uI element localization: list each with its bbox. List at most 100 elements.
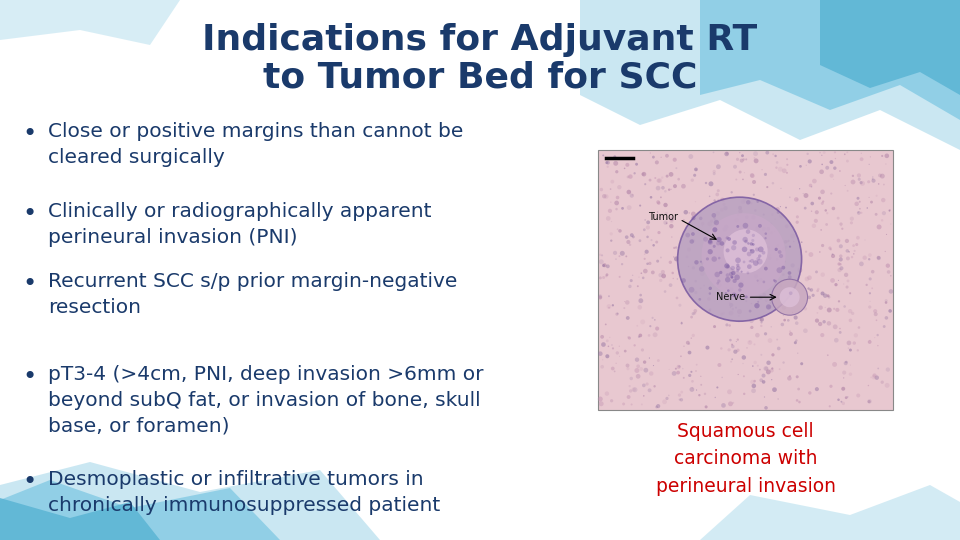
Circle shape bbox=[608, 295, 610, 297]
Circle shape bbox=[783, 301, 787, 306]
Circle shape bbox=[854, 201, 859, 206]
Circle shape bbox=[734, 218, 739, 222]
Circle shape bbox=[886, 264, 890, 268]
Circle shape bbox=[846, 160, 849, 163]
Circle shape bbox=[756, 364, 758, 367]
Circle shape bbox=[771, 367, 774, 369]
Polygon shape bbox=[700, 0, 960, 120]
Circle shape bbox=[826, 166, 829, 170]
Circle shape bbox=[745, 295, 748, 299]
Circle shape bbox=[881, 198, 885, 202]
Circle shape bbox=[635, 368, 639, 373]
Circle shape bbox=[623, 307, 625, 309]
Circle shape bbox=[673, 256, 675, 258]
Circle shape bbox=[668, 188, 670, 191]
Circle shape bbox=[820, 190, 825, 194]
Circle shape bbox=[849, 348, 852, 352]
Circle shape bbox=[749, 260, 751, 262]
Circle shape bbox=[643, 258, 646, 260]
Circle shape bbox=[603, 264, 607, 267]
Circle shape bbox=[778, 398, 779, 400]
Circle shape bbox=[635, 357, 639, 362]
Circle shape bbox=[688, 154, 693, 159]
Circle shape bbox=[739, 152, 740, 153]
Circle shape bbox=[714, 272, 720, 277]
Circle shape bbox=[708, 240, 713, 245]
Circle shape bbox=[708, 287, 712, 290]
Circle shape bbox=[682, 278, 685, 283]
Circle shape bbox=[687, 350, 691, 354]
Circle shape bbox=[736, 158, 739, 161]
Circle shape bbox=[660, 256, 661, 259]
Circle shape bbox=[735, 179, 737, 180]
Circle shape bbox=[723, 203, 726, 206]
Circle shape bbox=[743, 261, 745, 264]
Circle shape bbox=[611, 201, 612, 203]
Circle shape bbox=[630, 233, 634, 237]
Circle shape bbox=[669, 224, 674, 228]
Circle shape bbox=[771, 213, 774, 215]
Circle shape bbox=[754, 274, 758, 279]
Circle shape bbox=[782, 315, 784, 316]
Circle shape bbox=[630, 377, 633, 380]
Circle shape bbox=[870, 301, 871, 302]
Circle shape bbox=[796, 220, 799, 224]
Circle shape bbox=[889, 209, 891, 212]
Circle shape bbox=[633, 387, 637, 392]
Circle shape bbox=[790, 264, 795, 267]
Circle shape bbox=[754, 151, 758, 156]
Circle shape bbox=[678, 366, 681, 368]
Circle shape bbox=[751, 303, 752, 304]
Circle shape bbox=[804, 276, 809, 281]
Circle shape bbox=[599, 276, 602, 279]
Circle shape bbox=[819, 251, 821, 253]
Circle shape bbox=[711, 243, 713, 245]
Circle shape bbox=[726, 265, 730, 268]
Circle shape bbox=[835, 158, 836, 159]
Circle shape bbox=[602, 154, 604, 157]
Circle shape bbox=[738, 233, 742, 237]
Circle shape bbox=[611, 180, 614, 184]
Circle shape bbox=[862, 255, 867, 260]
Circle shape bbox=[794, 197, 799, 202]
Circle shape bbox=[752, 383, 756, 388]
Circle shape bbox=[661, 186, 664, 190]
Circle shape bbox=[722, 199, 725, 201]
Circle shape bbox=[795, 321, 799, 325]
Circle shape bbox=[779, 284, 782, 288]
Circle shape bbox=[747, 252, 752, 256]
Circle shape bbox=[696, 389, 697, 390]
Circle shape bbox=[822, 164, 823, 165]
Circle shape bbox=[774, 282, 776, 285]
Circle shape bbox=[716, 211, 720, 215]
Circle shape bbox=[662, 400, 667, 404]
Circle shape bbox=[807, 287, 810, 290]
Circle shape bbox=[692, 387, 693, 389]
Circle shape bbox=[720, 347, 723, 350]
Circle shape bbox=[744, 240, 748, 244]
Circle shape bbox=[750, 327, 751, 328]
Circle shape bbox=[780, 214, 784, 219]
Circle shape bbox=[775, 248, 778, 251]
Circle shape bbox=[785, 207, 787, 208]
Circle shape bbox=[661, 274, 666, 278]
Circle shape bbox=[708, 240, 712, 244]
Circle shape bbox=[789, 280, 791, 282]
Circle shape bbox=[764, 232, 767, 235]
Circle shape bbox=[749, 341, 751, 342]
Circle shape bbox=[637, 305, 642, 309]
Circle shape bbox=[716, 282, 719, 285]
Circle shape bbox=[711, 256, 717, 262]
Circle shape bbox=[713, 220, 719, 225]
Circle shape bbox=[698, 394, 701, 396]
Circle shape bbox=[726, 287, 727, 289]
Circle shape bbox=[811, 294, 815, 297]
Circle shape bbox=[783, 319, 786, 321]
Circle shape bbox=[815, 387, 819, 391]
Circle shape bbox=[764, 406, 768, 410]
Circle shape bbox=[716, 237, 722, 242]
Circle shape bbox=[643, 395, 644, 397]
Circle shape bbox=[844, 273, 849, 277]
Circle shape bbox=[750, 319, 754, 323]
Circle shape bbox=[823, 320, 826, 323]
